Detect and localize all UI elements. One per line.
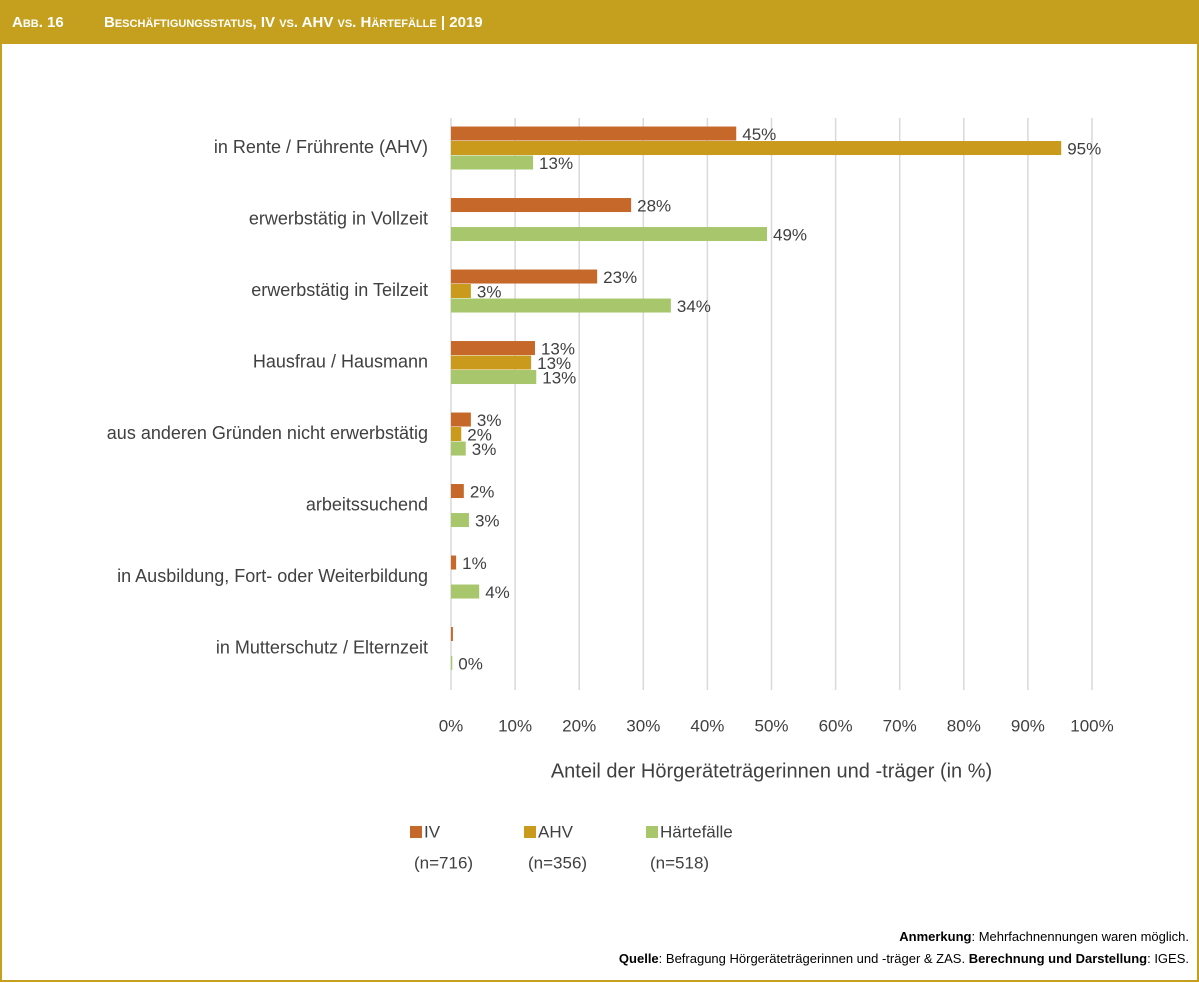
- data-label: 13%: [539, 154, 573, 173]
- data-label: 45%: [742, 125, 776, 144]
- bar: [451, 141, 1062, 156]
- x-axis-title: Anteil der Hörgeräteträgerinnen und -trä…: [551, 760, 992, 782]
- legend-sample: (n=518): [650, 853, 709, 872]
- bar: [451, 555, 457, 570]
- bar: [451, 484, 464, 499]
- bar: [451, 370, 537, 385]
- bar: [451, 227, 768, 242]
- data-label: 23%: [603, 268, 637, 287]
- bar: [451, 427, 462, 442]
- x-tick-label: 20%: [562, 716, 596, 735]
- note-part: : Befragung Hörgeräteträgerinnen und -tr…: [659, 951, 969, 966]
- data-label: 13%: [541, 340, 575, 359]
- data-label: 13%: [537, 354, 571, 373]
- x-tick-label: 90%: [1011, 716, 1045, 735]
- note: Anmerkung: Mehrfachnennungen waren mögli…: [899, 929, 1189, 944]
- bar: [451, 198, 632, 213]
- bar: [451, 126, 737, 141]
- x-tick-label: 60%: [819, 716, 853, 735]
- y-tick-label: arbeitssuchend: [306, 494, 428, 514]
- data-label: 28%: [637, 197, 671, 216]
- y-tick-label: in Rente / Frührente (AHV): [214, 137, 428, 157]
- note-part: Quelle: [619, 951, 659, 966]
- x-tick-label: 0%: [439, 716, 464, 735]
- note-part: : Mehrfachnennungen waren möglich.: [971, 929, 1189, 944]
- source: Quelle: Befragung Hörgeräteträgerinnen u…: [619, 951, 1189, 966]
- bar: [451, 584, 480, 599]
- legend-label: Härtefälle: [660, 822, 733, 841]
- x-tick-label: 100%: [1070, 716, 1113, 735]
- bar: [451, 513, 469, 528]
- legend-sample: (n=716): [414, 853, 473, 872]
- data-label: 2%: [470, 483, 495, 502]
- figure-number: Abb. 16: [12, 14, 64, 31]
- data-label: 2%: [467, 426, 492, 445]
- bar: [451, 269, 598, 284]
- data-label: 4%: [485, 583, 510, 602]
- legend-swatch: [524, 826, 536, 838]
- x-tick-label: 30%: [626, 716, 660, 735]
- bar: [451, 627, 453, 642]
- y-tick-label: Hausfrau / Hausmann: [253, 351, 428, 371]
- data-label: 0%: [458, 655, 483, 674]
- y-tick-label: erwerbstätig in Teilzeit: [251, 280, 428, 300]
- y-tick-label: in Ausbildung, Fort- oder Weiterbildung: [117, 566, 428, 586]
- y-tick-label: erwerbstätig in Vollzeit: [249, 208, 428, 228]
- data-label: 95%: [1067, 140, 1101, 159]
- legend-swatch: [410, 826, 422, 838]
- x-tick-label: 70%: [883, 716, 917, 735]
- bar: [451, 284, 471, 299]
- y-tick-label: aus anderen Gründen nicht erwerbstätig: [107, 423, 428, 443]
- bar: [451, 341, 535, 356]
- bar: [451, 298, 671, 313]
- bar: [451, 441, 466, 456]
- x-tick-label: 80%: [947, 716, 981, 735]
- legend-sample: (n=356): [528, 853, 587, 872]
- bar: [451, 155, 534, 170]
- x-tick-label: 50%: [754, 716, 788, 735]
- x-tick-label: 10%: [498, 716, 532, 735]
- data-label: 34%: [677, 297, 711, 316]
- data-label: 3%: [475, 512, 500, 531]
- note-part: Berechnung und Darstellung: [969, 951, 1147, 966]
- legend-label: IV: [424, 822, 441, 841]
- note-part: : IGES.: [1147, 951, 1189, 966]
- y-tick-label: in Mutterschutz / Elternzeit: [216, 637, 428, 657]
- data-label: 3%: [472, 440, 497, 459]
- x-tick-label: 40%: [690, 716, 724, 735]
- legend-swatch: [646, 826, 658, 838]
- legend-label: AHV: [538, 822, 574, 841]
- figure-title: Beschäftigungsstatus, IV vs. AHV vs. Här…: [104, 14, 483, 31]
- bar: [451, 412, 471, 427]
- data-label: 13%: [542, 369, 576, 388]
- bar: [451, 355, 532, 370]
- note-part: Anmerkung: [899, 929, 971, 944]
- data-label: 49%: [773, 226, 807, 245]
- bar: [451, 656, 453, 671]
- data-label: 3%: [477, 283, 502, 302]
- data-label: 3%: [477, 411, 502, 430]
- header-bar: [0, 0, 1199, 44]
- data-label: 1%: [462, 554, 487, 573]
